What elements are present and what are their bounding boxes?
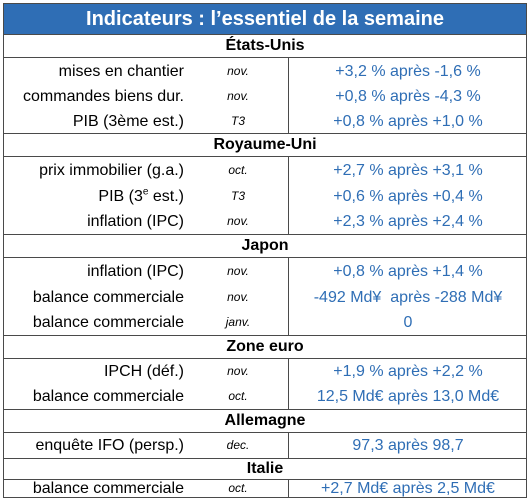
section-header-etats-unis: États-Unis (4, 34, 526, 58)
indicator-label: IPCH (déf.) (103, 363, 184, 380)
table-row: balance commerciale oct. 12,5 Md€ après … (4, 384, 526, 409)
table-row: inflation (IPC) nov. +2,3 % après +2,4 % (4, 209, 526, 234)
indicator-value: +2,7 Md€ après 2,5 Md€ (321, 480, 495, 497)
indicator-label: balance commerciale (32, 314, 184, 331)
period-label: nov. (227, 364, 249, 378)
indicator-label: balance commerciale (32, 480, 184, 497)
column-divider (288, 433, 289, 458)
section-header-japon: Japon (4, 234, 526, 258)
period-label: T3 (230, 114, 245, 128)
section-header-italie: Italie (4, 458, 526, 480)
indicator-value: +1,9 % après +2,2 % (333, 363, 483, 380)
period-label: oct. (228, 389, 248, 403)
period-label: nov. (227, 214, 249, 228)
table-row: balance commerciale oct. +2,7 Md€ après … (4, 476, 526, 501)
section-header-royaume-uni: Royaume-Uni (4, 133, 526, 157)
table-row: balance commerciale janv. 0 (4, 310, 526, 335)
indicator-label: enquête IFO (persp.) (35, 437, 184, 454)
section-header-zone-euro: Zone euro (4, 335, 526, 359)
period-label: oct. (228, 481, 248, 495)
indicator-value: 0 (403, 314, 413, 331)
table-row: enquête IFO (persp.) dec. 97,3 après 98,… (4, 433, 526, 458)
section-header-allemagne: Allemagne (4, 409, 526, 433)
period-label: nov. (227, 89, 249, 103)
period-label: dec. (226, 438, 250, 452)
table-row: inflation (IPC) nov. +0,8 % après +1,4 % (4, 259, 526, 284)
indicator-label: PIB (3e est.) (98, 186, 184, 205)
table-title: Indicateurs : l’essentiel de la semaine (4, 4, 526, 34)
table-row: prix immobilier (g.a.) oct. +2,7 % après… (4, 158, 526, 183)
table-row: PIB (3ème est.) T3 +0,8 % après +1,0 % (4, 109, 526, 134)
indicator-label: inflation (IPC) (87, 213, 184, 230)
period-label: nov. (227, 290, 249, 304)
indicator-label: prix immobilier (g.a.) (39, 162, 184, 179)
table-row: commandes biens dur. nov. +0,8 % après -… (4, 84, 526, 109)
table-row: PIB (3e est.) T3 +0,6 % après +0,4 % (4, 184, 526, 209)
table-row: mises en chantier nov. +3,2 % après -1,6… (4, 59, 526, 84)
table-row: IPCH (déf.) nov. +1,9 % après +2,2 % (4, 359, 526, 384)
period-label: janv. (225, 315, 251, 329)
indicator-label: balance commerciale (32, 388, 184, 405)
indicator-label: mises en chantier (58, 63, 184, 80)
indicator-value: +2,3 % après +2,4 % (333, 213, 483, 230)
indicator-value: 97,3 après 98,7 (352, 437, 464, 454)
table-row: balance commerciale nov. -492 Md¥ après … (4, 285, 526, 310)
indicator-value: +0,8 % après +1,4 % (333, 263, 483, 280)
column-divider (288, 258, 289, 335)
indicator-label: PIB (3ème est.) (72, 113, 184, 130)
indicators-table: Indicateurs : l’essentiel de la semaine … (3, 3, 527, 498)
indicator-value: -492 Md¥ après -288 Md¥ (313, 289, 503, 306)
column-divider (288, 480, 289, 497)
indicator-value: +0,6 % après +0,4 % (333, 188, 483, 205)
indicator-label: balance commerciale (32, 289, 184, 306)
period-label: T3 (230, 189, 245, 203)
period-label: nov. (227, 64, 249, 78)
indicator-label: commandes biens dur. (23, 88, 184, 105)
indicator-label: inflation (IPC) (87, 263, 184, 280)
indicator-value: 12,5 Md€ après 13,0 Md€ (316, 388, 500, 405)
period-label: nov. (227, 264, 249, 278)
indicator-value: +0,8 % après -4,3 % (335, 88, 481, 105)
indicator-value: +0,8 % après +1,0 % (333, 113, 483, 130)
column-divider (288, 157, 289, 234)
period-label: oct. (228, 163, 248, 177)
column-divider (288, 58, 289, 133)
indicator-value: +3,2 % après -1,6 % (335, 63, 481, 80)
column-divider (288, 359, 289, 409)
indicator-value: +2,7 % après +3,1 % (333, 162, 483, 179)
